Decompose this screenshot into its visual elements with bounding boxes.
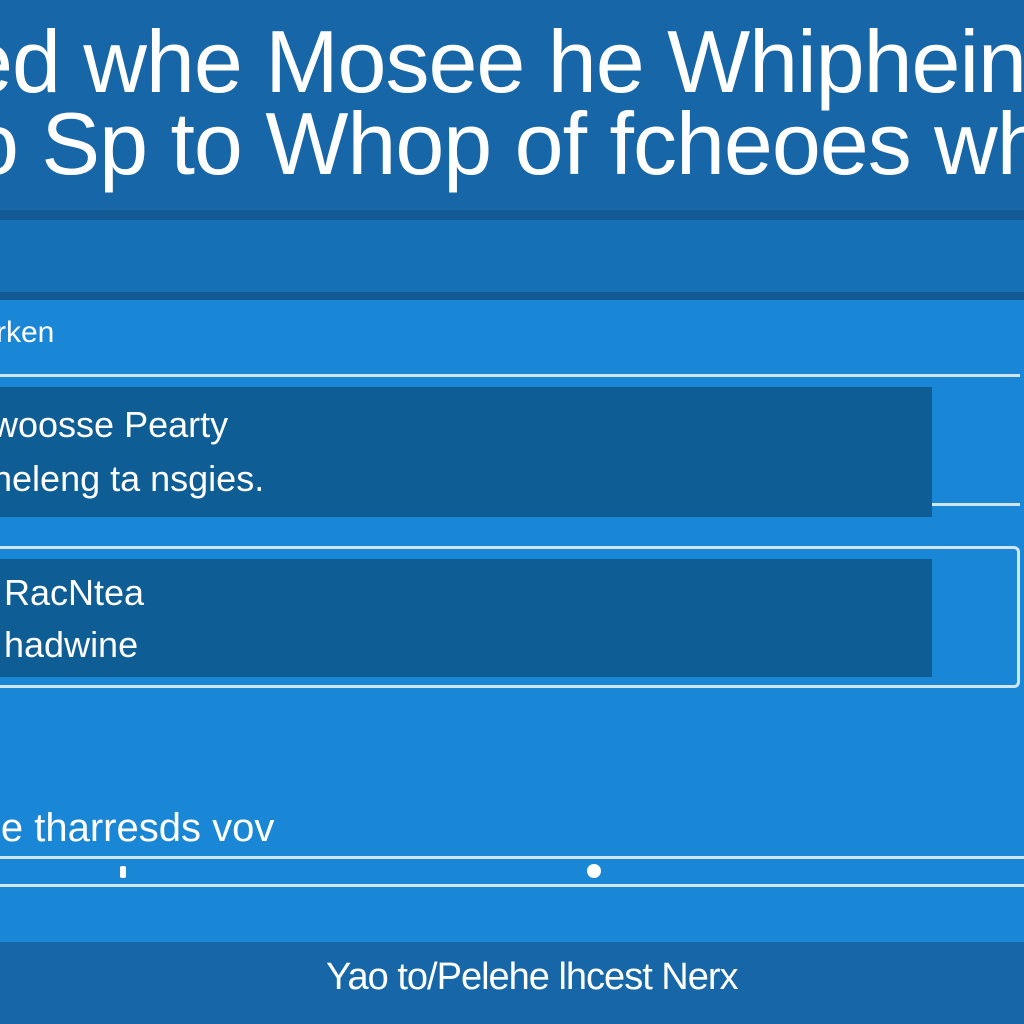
slider-tick-marker [119,866,126,878]
footer-text[interactable]: Yao to/Pelehe lhcest Nerx [326,956,739,998]
slider-track[interactable] [0,884,1024,887]
option-card-1[interactable]: woosse Pearty heleng ta nsgies. [0,374,1020,517]
footer-bar [0,942,1024,1024]
option-card-2-panel [0,559,932,677]
toolbar-divider [0,292,1024,300]
option-card-1-panel [0,387,932,517]
slider-thumb[interactable] [586,864,601,878]
option-card-1-description: heleng ta nsgies. [0,458,265,499]
field-label: le tharresds vov [0,806,275,850]
header-divider [0,210,1024,220]
field-underline[interactable] [0,856,1024,859]
option-card-2[interactable]: RacNtea hadwine [0,546,1020,688]
option-card-2-title: RacNtea [4,572,145,613]
header-title-line-1: ed whe Mosee he Whipheing at [0,12,1024,111]
header-banner: ed whe Mosee he Whipheing at o Sp to Who… [0,0,1024,210]
option-card-2-description: hadwine [4,624,139,665]
toolbar-strip [0,220,1024,292]
option-card-1-title: woosse Pearty [0,404,229,445]
section-label: rken [0,316,55,349]
header-title-line-2: o Sp to Whop of fcheoes whd o [0,94,1024,193]
